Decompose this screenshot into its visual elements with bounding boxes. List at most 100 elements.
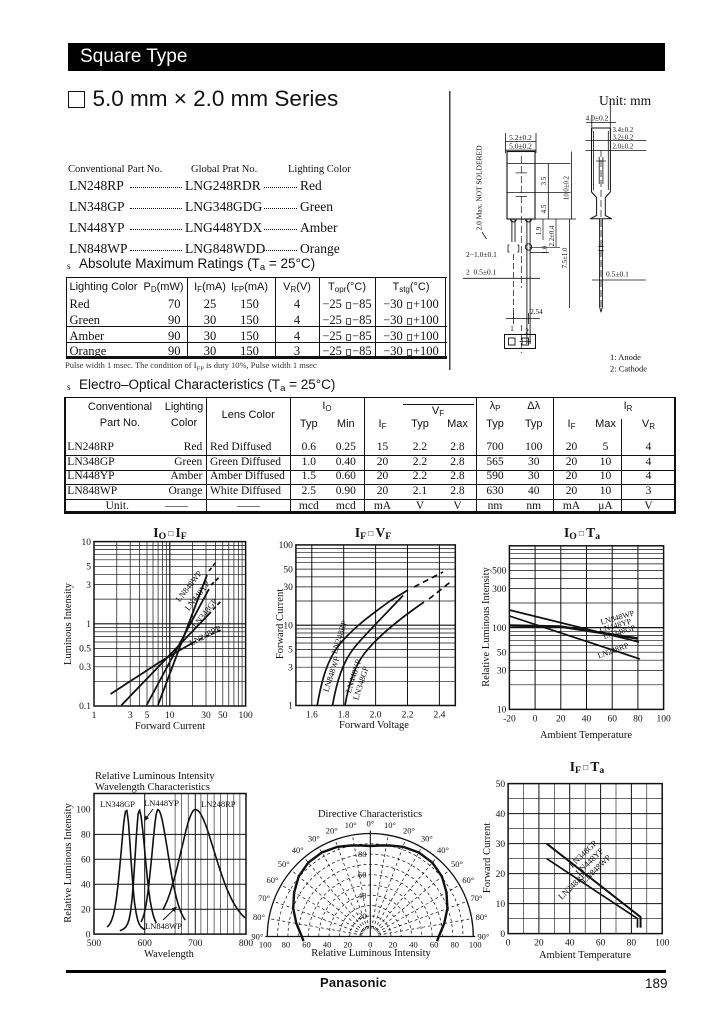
svg-text:30: 30	[496, 840, 506, 850]
svg-text:90°: 90°	[477, 932, 489, 942]
svg-text:-20: -20	[503, 714, 516, 724]
svg-text:IO □ Ta: IO □ Ta	[564, 525, 600, 542]
svg-text:300: 300	[492, 585, 507, 595]
svg-text:20: 20	[556, 714, 566, 724]
svg-text:Forward Current: Forward Current	[275, 589, 286, 659]
svg-text:2 0.5±0.1: 2 0.5±0.1	[466, 268, 497, 277]
svg-text:40: 40	[496, 810, 506, 820]
svg-text:40: 40	[565, 939, 575, 949]
svg-text:1: 1	[92, 711, 97, 721]
svg-text:40°: 40°	[292, 845, 304, 855]
svg-text:Wavelength: Wavelength	[144, 949, 195, 960]
svg-text:Ambient Temperature: Ambient Temperature	[540, 730, 632, 741]
svg-text:10°: 10°	[345, 820, 357, 830]
svg-text:2.0 Max. NOT SOLDERED: 2.0 Max. NOT SOLDERED	[475, 145, 484, 231]
svg-text:Forward Current: Forward Current	[482, 823, 493, 893]
svg-text:100: 100	[656, 714, 671, 724]
svg-text:0: 0	[506, 939, 511, 949]
svg-text:1.6: 1.6	[306, 711, 318, 721]
svg-text:80: 80	[282, 940, 291, 950]
svg-text:100: 100	[76, 806, 91, 816]
svg-text:40: 40	[582, 714, 592, 724]
svg-text:30: 30	[497, 667, 507, 677]
svg-text:LN848WP: LN848WP	[145, 921, 182, 931]
svg-text:20: 20	[534, 939, 544, 949]
svg-text:LN448YP: LN448YP	[144, 798, 179, 808]
svg-text:60: 60	[302, 940, 311, 950]
svg-text:30°: 30°	[308, 834, 320, 844]
svg-text:10°: 10°	[384, 820, 396, 830]
svg-text:0: 0	[533, 714, 538, 724]
svg-text:0.3: 0.3	[79, 663, 91, 673]
svg-text:40: 40	[409, 940, 418, 950]
svg-text:7.5±1.0: 7.5±1.0	[562, 247, 569, 268]
svg-text:LN348GP: LN348GP	[100, 799, 135, 809]
svg-text:5.2±0.2: 5.2±0.2	[509, 133, 532, 142]
svg-text:2.0±0.2: 2.0±0.2	[613, 144, 634, 151]
svg-text:60: 60	[81, 856, 91, 866]
svg-text:Relative Luminous Intensity: Relative Luminous Intensity	[95, 771, 215, 782]
svg-text:5: 5	[86, 563, 91, 573]
svg-text:100: 100	[655, 939, 670, 949]
svg-text:20°: 20°	[403, 825, 415, 835]
svg-text:4.0±0.2: 4.0±0.2	[586, 114, 609, 123]
svg-text:80°: 80°	[476, 912, 488, 922]
svg-text:0: 0	[86, 930, 91, 940]
svg-text:LN848WP: LN848WP	[321, 655, 342, 693]
svg-text:60°: 60°	[462, 875, 474, 885]
svg-text:IO □ IF: IO □ IF	[153, 525, 186, 542]
svg-text:80°: 80°	[253, 912, 265, 922]
svg-text:3.2±0.2: 3.2±0.2	[613, 135, 634, 142]
svg-text:2−1.0±0.1: 2−1.0±0.1	[466, 250, 497, 259]
svg-text:3.5: 3.5	[540, 176, 548, 185]
svg-text:70°: 70°	[471, 893, 483, 903]
svg-text:Wavelength Characteristics: Wavelength Characteristics	[95, 782, 210, 793]
svg-text:10: 10	[82, 538, 92, 548]
svg-text:2.4: 2.4	[433, 711, 445, 721]
svg-text:1: Anode: 1: Anode	[610, 352, 641, 362]
svg-text:50°: 50°	[278, 859, 290, 869]
svg-text:5: 5	[145, 711, 150, 721]
svg-text:0.5: 0.5	[79, 645, 91, 655]
svg-text:40: 40	[358, 890, 367, 900]
svg-text:60: 60	[358, 870, 367, 880]
svg-text:3.4±0.2: 3.4±0.2	[613, 127, 634, 134]
svg-text:Forward Voltage: Forward Voltage	[339, 720, 409, 731]
svg-text:0°: 0°	[366, 819, 374, 829]
svg-text:800: 800	[239, 939, 254, 949]
svg-text:100: 100	[238, 711, 253, 721]
svg-text:20: 20	[343, 940, 352, 950]
svg-text:40: 40	[81, 881, 91, 891]
svg-text:Forward Current: Forward Current	[135, 721, 205, 732]
svg-text:100: 100	[279, 541, 294, 551]
svg-text:80: 80	[627, 939, 637, 949]
svg-text:LN248RP: LN248RP	[596, 641, 630, 661]
svg-text:5: 5	[288, 646, 293, 656]
svg-text:LN248RP: LN248RP	[201, 799, 236, 809]
svg-text:Relative Luminous Intensity: Relative Luminous Intensity	[311, 948, 431, 959]
svg-text:50: 50	[283, 565, 293, 575]
svg-text:0.5±0.1: 0.5±0.1	[606, 270, 629, 279]
svg-text:2.0: 2.0	[370, 711, 382, 721]
svg-text:30: 30	[201, 711, 211, 721]
svg-text:2: 2	[525, 327, 529, 336]
svg-text:20°: 20°	[326, 825, 338, 835]
svg-text:Relative Luminous Intensity: Relative Luminous Intensity	[63, 802, 74, 922]
svg-text:1: 1	[510, 324, 514, 333]
svg-text:80: 80	[81, 831, 91, 841]
svg-text:3: 3	[288, 663, 293, 673]
svg-text:80: 80	[450, 940, 459, 950]
svg-text:2: Cathode: 2: Cathode	[610, 364, 647, 374]
svg-text:50: 50	[497, 648, 507, 658]
svg-text:500: 500	[87, 939, 102, 949]
svg-text:IF □ Ta: IF □ Ta	[570, 759, 605, 776]
svg-text:30°: 30°	[421, 834, 433, 844]
svg-text:50: 50	[496, 780, 506, 790]
svg-text:60: 60	[596, 939, 606, 949]
svg-text:100: 100	[492, 624, 507, 634]
svg-text:1.0: 1.0	[542, 245, 549, 254]
svg-text:3: 3	[128, 711, 133, 721]
svg-text:10.0±0.2: 10.0±0.2	[564, 175, 571, 200]
svg-text:10: 10	[497, 706, 507, 716]
svg-text:600: 600	[138, 939, 153, 949]
